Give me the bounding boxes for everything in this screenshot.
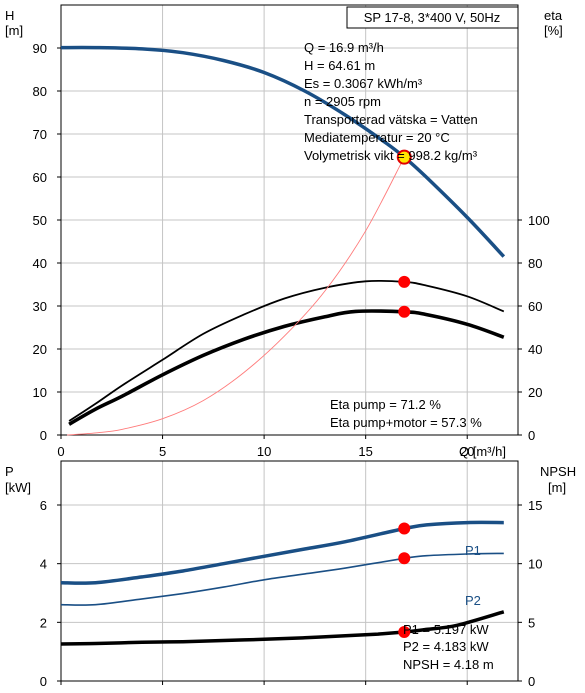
series-line-NPSH (60, 610, 505, 646)
operating-point-P2 (398, 552, 411, 565)
x-tick-label: 20 (460, 444, 474, 459)
p-axis-label: P (5, 464, 14, 479)
y-left-tick-label: 4 (40, 557, 47, 572)
title-box (346, 6, 519, 29)
x-axis-label: Q [m³/h] (459, 444, 506, 459)
y-left-tick-label: 80 (33, 84, 47, 99)
info-liquid: Transporterad vätska = Vatten (304, 112, 478, 127)
y-left-tick-label: 50 (33, 213, 47, 228)
y-left-tick-label: 90 (33, 41, 47, 56)
x-tick-label: 0 (57, 444, 64, 459)
info-p2: P2 = 4.183 kW (403, 639, 489, 654)
eta-axis-unit: [%] (544, 23, 563, 38)
series-line-P2 (60, 552, 504, 606)
y-left-tick-label: 40 (33, 256, 47, 271)
npsh-axis-unit: [m] (548, 480, 566, 495)
operating-point-P1 (398, 522, 411, 535)
y-left-tick-label: 10 (33, 385, 47, 400)
h-axis-label: H (5, 8, 14, 23)
eta-pump-motor-text: Eta pump+motor = 57.3 % (330, 415, 482, 430)
series-line-system-curve (67, 156, 405, 436)
power-npsh-plot-frame (60, 460, 519, 682)
operating-point-eta-pump-motor (398, 305, 411, 318)
y-right-tick-label: 10 (528, 557, 542, 572)
npsh-axis-label: NPSH (540, 464, 576, 479)
y-right-tick-label: 0 (528, 674, 535, 689)
y-right-tick-label: 40 (528, 342, 542, 357)
y-right-tick-label: 0 (528, 428, 535, 443)
operating-point-eta-pump (398, 275, 411, 288)
y-right-tick-label: 80 (528, 256, 542, 271)
series-line-eta-pump-motor (68, 309, 505, 426)
p1-series-label: P1 (465, 543, 481, 558)
operating-point-NPSH (398, 625, 411, 638)
y-left-tick-label: 6 (40, 498, 47, 513)
h-axis-unit: [m] (5, 23, 23, 38)
y-right-tick-label: 100 (528, 213, 550, 228)
y-left-tick-label: 0 (40, 674, 47, 689)
info-flow: Q = 16.9 m³/h (304, 40, 384, 55)
series-line-H (60, 45, 506, 258)
y-right-tick-label: 20 (528, 385, 542, 400)
series-line-eta-pump (68, 279, 505, 422)
y-left-tick-label: 30 (33, 299, 47, 314)
info-head: H = 64.61 m (304, 58, 375, 73)
y-right-tick-label: 60 (528, 299, 542, 314)
x-tick-label: 5 (159, 444, 166, 459)
y-left-tick-label: 2 (40, 615, 47, 630)
eta-pump-text: Eta pump = 71.2 % (330, 397, 441, 412)
y-left-tick-label: 0 (40, 428, 47, 443)
x-tick-label: 15 (358, 444, 372, 459)
y-right-tick-label: 15 (528, 498, 542, 513)
info-energy: Es = 0.3067 kWh/m³ (304, 76, 423, 91)
x-tick-label: 10 (257, 444, 271, 459)
operating-point-H (396, 149, 412, 165)
chart-title: SP 17-8, 3*400 V, 50Hz (364, 10, 501, 25)
y-left-tick-label: 20 (33, 342, 47, 357)
info-density: Volymetrisk vikt = 998.2 kg/m³ (304, 148, 478, 163)
info-temperature: Mediatemperatur = 20 °C (304, 130, 450, 145)
y-left-tick-label: 70 (33, 127, 47, 142)
info-speed: n = 2905 rpm (304, 94, 381, 109)
y-left-tick-label: 60 (33, 170, 47, 185)
p-axis-unit: [kW] (5, 480, 31, 495)
y-right-tick-label: 5 (528, 615, 535, 630)
eta-axis-label: eta (544, 8, 563, 23)
info-p1: P1 = 5.197 kW (403, 622, 489, 637)
info-npsh: NPSH = 4.18 m (403, 657, 494, 672)
p2-series-label: P2 (465, 593, 481, 608)
series-line-P1 (60, 520, 504, 585)
